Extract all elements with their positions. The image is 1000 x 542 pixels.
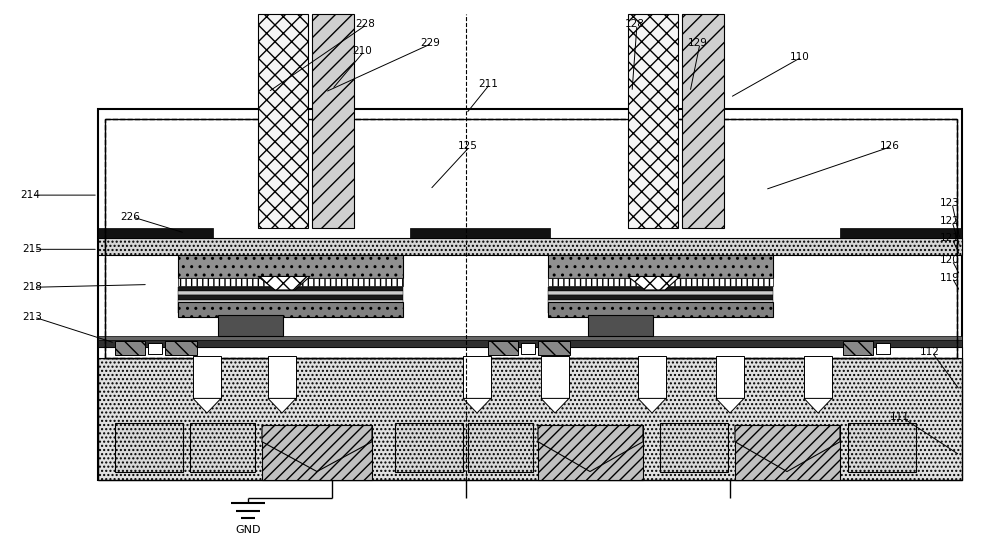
Polygon shape bbox=[268, 398, 296, 413]
Text: 122: 122 bbox=[940, 216, 960, 226]
Bar bbox=[178, 278, 403, 286]
Text: 215: 215 bbox=[22, 244, 42, 254]
Bar bbox=[98, 238, 962, 255]
Bar bbox=[395, 423, 463, 472]
Bar bbox=[268, 356, 296, 398]
Text: 119: 119 bbox=[940, 273, 960, 282]
Polygon shape bbox=[262, 425, 372, 472]
Bar bbox=[193, 356, 221, 398]
Text: 211: 211 bbox=[478, 79, 498, 89]
Bar bbox=[178, 302, 403, 317]
Bar bbox=[548, 295, 773, 300]
Bar bbox=[115, 423, 183, 472]
Bar bbox=[588, 315, 653, 336]
Text: 229: 229 bbox=[420, 38, 440, 48]
Bar bbox=[843, 341, 873, 355]
Bar bbox=[538, 341, 570, 355]
Text: 111: 111 bbox=[890, 412, 910, 422]
Bar bbox=[98, 358, 962, 480]
Bar bbox=[148, 343, 162, 354]
Bar bbox=[178, 308, 403, 313]
Bar bbox=[628, 14, 678, 228]
Text: 213: 213 bbox=[22, 312, 42, 322]
Bar bbox=[178, 255, 403, 278]
Text: 228: 228 bbox=[355, 20, 375, 29]
Text: 123: 123 bbox=[940, 198, 960, 208]
Text: 120: 120 bbox=[940, 255, 960, 265]
Bar bbox=[538, 425, 643, 480]
Bar bbox=[98, 347, 962, 358]
Text: 126: 126 bbox=[880, 141, 900, 151]
Polygon shape bbox=[193, 398, 221, 413]
Bar bbox=[218, 315, 283, 336]
Bar bbox=[548, 278, 773, 286]
Bar bbox=[840, 228, 962, 238]
Polygon shape bbox=[541, 398, 569, 413]
Bar bbox=[548, 304, 773, 308]
Bar bbox=[682, 14, 724, 228]
Text: 214: 214 bbox=[20, 190, 40, 200]
Text: 110: 110 bbox=[790, 52, 810, 62]
Bar bbox=[521, 343, 535, 354]
Bar bbox=[178, 287, 403, 291]
Bar bbox=[98, 340, 962, 347]
Polygon shape bbox=[804, 398, 832, 413]
Bar bbox=[804, 356, 832, 398]
Bar bbox=[178, 304, 403, 308]
Bar bbox=[262, 425, 372, 480]
Bar bbox=[548, 302, 773, 317]
Bar bbox=[178, 291, 403, 295]
Bar bbox=[98, 228, 213, 238]
Bar bbox=[548, 255, 773, 278]
Bar bbox=[410, 228, 550, 238]
Bar bbox=[548, 308, 773, 313]
Bar bbox=[463, 356, 491, 398]
Bar bbox=[716, 356, 744, 398]
Polygon shape bbox=[463, 398, 491, 413]
Text: GND: GND bbox=[235, 525, 261, 535]
Text: 218: 218 bbox=[22, 282, 42, 292]
Polygon shape bbox=[638, 398, 666, 413]
Text: 129: 129 bbox=[688, 38, 708, 48]
Polygon shape bbox=[258, 276, 310, 290]
Bar bbox=[105, 119, 957, 358]
Text: 128: 128 bbox=[625, 20, 645, 29]
Text: 121: 121 bbox=[940, 234, 960, 243]
Bar bbox=[548, 300, 773, 304]
Bar bbox=[660, 423, 728, 472]
Polygon shape bbox=[735, 425, 840, 472]
Bar bbox=[638, 356, 666, 398]
Text: 112: 112 bbox=[920, 347, 940, 357]
Bar bbox=[312, 14, 354, 228]
Polygon shape bbox=[628, 276, 680, 290]
Bar bbox=[876, 343, 890, 354]
Bar bbox=[190, 423, 255, 472]
Bar bbox=[848, 423, 916, 472]
Bar bbox=[541, 356, 569, 398]
Text: 226: 226 bbox=[120, 212, 140, 222]
Bar bbox=[165, 341, 197, 355]
Bar bbox=[468, 423, 533, 472]
Polygon shape bbox=[538, 425, 643, 472]
Bar bbox=[735, 425, 840, 480]
Bar bbox=[258, 14, 308, 228]
Bar bbox=[178, 300, 403, 304]
Bar bbox=[488, 341, 518, 355]
Bar bbox=[115, 341, 145, 355]
Polygon shape bbox=[716, 398, 744, 413]
Bar bbox=[178, 295, 403, 300]
Text: 210: 210 bbox=[352, 47, 372, 56]
Bar bbox=[548, 287, 773, 291]
Bar bbox=[98, 336, 962, 340]
Text: 125: 125 bbox=[458, 141, 478, 151]
Bar bbox=[98, 109, 962, 480]
Bar bbox=[548, 291, 773, 295]
